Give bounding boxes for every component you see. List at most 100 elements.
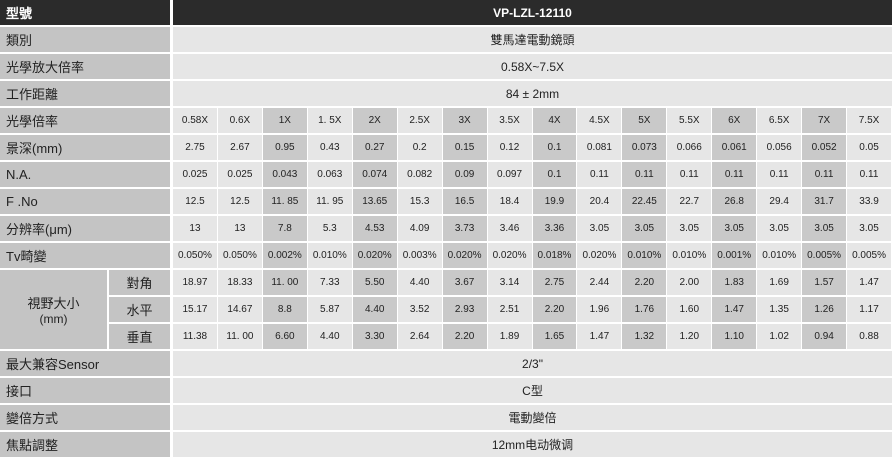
value-cell: 0.6X xyxy=(217,108,262,133)
value-cell: 2.64 xyxy=(397,324,442,349)
value-cell: 3.46 xyxy=(487,216,532,241)
group-title: 視野大小 xyxy=(27,296,80,311)
value-cell: 4.5X xyxy=(577,108,622,133)
value-cell: 2X xyxy=(352,108,397,133)
value-cell: 0.061 xyxy=(712,135,757,160)
value-cell: 0.025 xyxy=(173,162,217,187)
value-cell: 1.17 xyxy=(847,297,891,322)
value-cell: 0.27 xyxy=(352,135,397,160)
value-cell: 11. 85 xyxy=(262,189,307,214)
value-cell: 4.40 xyxy=(307,324,352,349)
value-cell: 1.76 xyxy=(622,297,667,322)
value-cell: 3.73 xyxy=(442,216,487,241)
value-cell: 1.35 xyxy=(757,297,802,322)
value-cell: 2.20 xyxy=(622,270,667,295)
value-cell: 0.010% xyxy=(622,243,667,268)
value-cell: 33.9 xyxy=(847,189,891,214)
value-cell: 31.7 xyxy=(802,189,847,214)
value-cell: 0.020% xyxy=(352,243,397,268)
value-cell: 0.005% xyxy=(802,243,847,268)
value-cell: 3.05 xyxy=(802,216,847,241)
row-value: 雙馬達電動鏡頭 xyxy=(173,27,892,52)
row-label: 工作距離 xyxy=(0,81,170,106)
row-label: Tv畸變 xyxy=(0,243,170,268)
row-value: C型 xyxy=(173,378,892,403)
value-cell: 3.05 xyxy=(667,216,712,241)
value-cell: 4.40 xyxy=(397,270,442,295)
header-value: VP-LZL-12110 xyxy=(173,0,892,25)
value-cell: 6.60 xyxy=(262,324,307,349)
value-cell: 0.025 xyxy=(217,162,262,187)
value-cell: 13 xyxy=(173,216,217,241)
value-cell: 0.097 xyxy=(487,162,532,187)
value-cell: 11. 95 xyxy=(307,189,352,214)
value-cell: 0.1 xyxy=(532,135,577,160)
value-cell: 1.60 xyxy=(667,297,712,322)
value-cell: 0.010% xyxy=(667,243,712,268)
value-cell: 3.30 xyxy=(352,324,397,349)
value-cell: 4.09 xyxy=(397,216,442,241)
value-cell: 7X xyxy=(802,108,847,133)
value-cell: 18.4 xyxy=(487,189,532,214)
value-cell: 3X xyxy=(442,108,487,133)
value-cell: 7.33 xyxy=(307,270,352,295)
value-cell: 0.005% xyxy=(847,243,891,268)
value-cell: 12.5 xyxy=(217,189,262,214)
row-label: 焦點調整 xyxy=(0,432,170,457)
row-value: 電動變倍 xyxy=(173,405,892,430)
value-cell: 4X xyxy=(532,108,577,133)
value-cell: 15.17 xyxy=(173,297,217,322)
header-label: 型號 xyxy=(0,0,170,25)
value-cell: 16.5 xyxy=(442,189,487,214)
value-cell: 1. 5X xyxy=(307,108,352,133)
value-cell: 3.67 xyxy=(442,270,487,295)
value-cell: 7.5X xyxy=(847,108,891,133)
row-label: 光學倍率 xyxy=(0,108,170,133)
row-label: F .No xyxy=(0,189,170,214)
value-cell: 1.02 xyxy=(757,324,802,349)
row-label: 景深(mm) xyxy=(0,135,170,160)
value-cell: 2.20 xyxy=(532,297,577,322)
value-cell: 0.052 xyxy=(802,135,847,160)
row-label: N.A. xyxy=(0,162,170,187)
value-cell: 0.050% xyxy=(173,243,217,268)
value-cell: 0.020% xyxy=(577,243,622,268)
value-cell: 3.05 xyxy=(577,216,622,241)
value-cell: 0.1 xyxy=(532,162,577,187)
value-cell: 11. 00 xyxy=(262,270,307,295)
value-cell: 13.65 xyxy=(352,189,397,214)
value-cell: 2.75 xyxy=(532,270,577,295)
value-cell: 1.47 xyxy=(577,324,622,349)
value-cell: 0.056 xyxy=(757,135,802,160)
row-label: 變倍方式 xyxy=(0,405,170,430)
value-cell: 11. 00 xyxy=(217,324,262,349)
value-cell: 3.5X xyxy=(487,108,532,133)
row-label: 類別 xyxy=(0,27,170,52)
value-cell: 0.11 xyxy=(577,162,622,187)
value-cell: 3.05 xyxy=(622,216,667,241)
value-cell: 14.67 xyxy=(217,297,262,322)
value-cell: 11.38 xyxy=(173,324,217,349)
value-cell: 1.47 xyxy=(712,297,757,322)
value-cell: 18.33 xyxy=(217,270,262,295)
value-cell: 0.074 xyxy=(352,162,397,187)
value-cell: 0.073 xyxy=(622,135,667,160)
sub-label: 對角 xyxy=(109,270,170,295)
value-cell: 0.94 xyxy=(802,324,847,349)
value-cell: 3.52 xyxy=(397,297,442,322)
value-cell: 0.88 xyxy=(847,324,891,349)
value-cell: 1.26 xyxy=(802,297,847,322)
sub-label: 垂直 xyxy=(109,324,170,349)
value-cell: 0.11 xyxy=(802,162,847,187)
value-cell: 29.4 xyxy=(757,189,802,214)
value-cell: 5.87 xyxy=(307,297,352,322)
value-cell: 6.5X xyxy=(757,108,802,133)
value-cell: 4.40 xyxy=(352,297,397,322)
value-cell: 0.15 xyxy=(442,135,487,160)
value-cell: 2.75 xyxy=(173,135,217,160)
value-cell: 0.11 xyxy=(757,162,802,187)
value-cell: 0.11 xyxy=(667,162,712,187)
value-cell: 1.83 xyxy=(712,270,757,295)
value-cell: 2.51 xyxy=(487,297,532,322)
value-cell: 0.2 xyxy=(397,135,442,160)
